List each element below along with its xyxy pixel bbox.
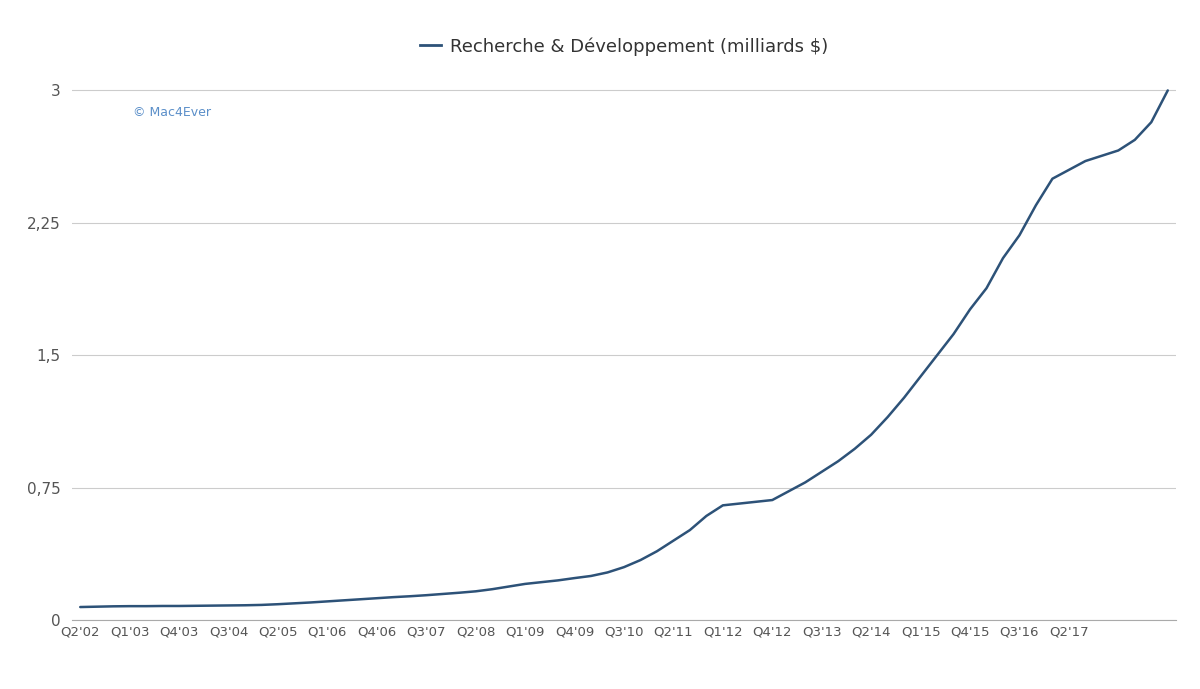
Text: © Mac4Ever: © Mac4Ever [133,106,211,119]
Legend: Recherche & Développement (milliards $): Recherche & Développement (milliards $) [413,30,835,63]
